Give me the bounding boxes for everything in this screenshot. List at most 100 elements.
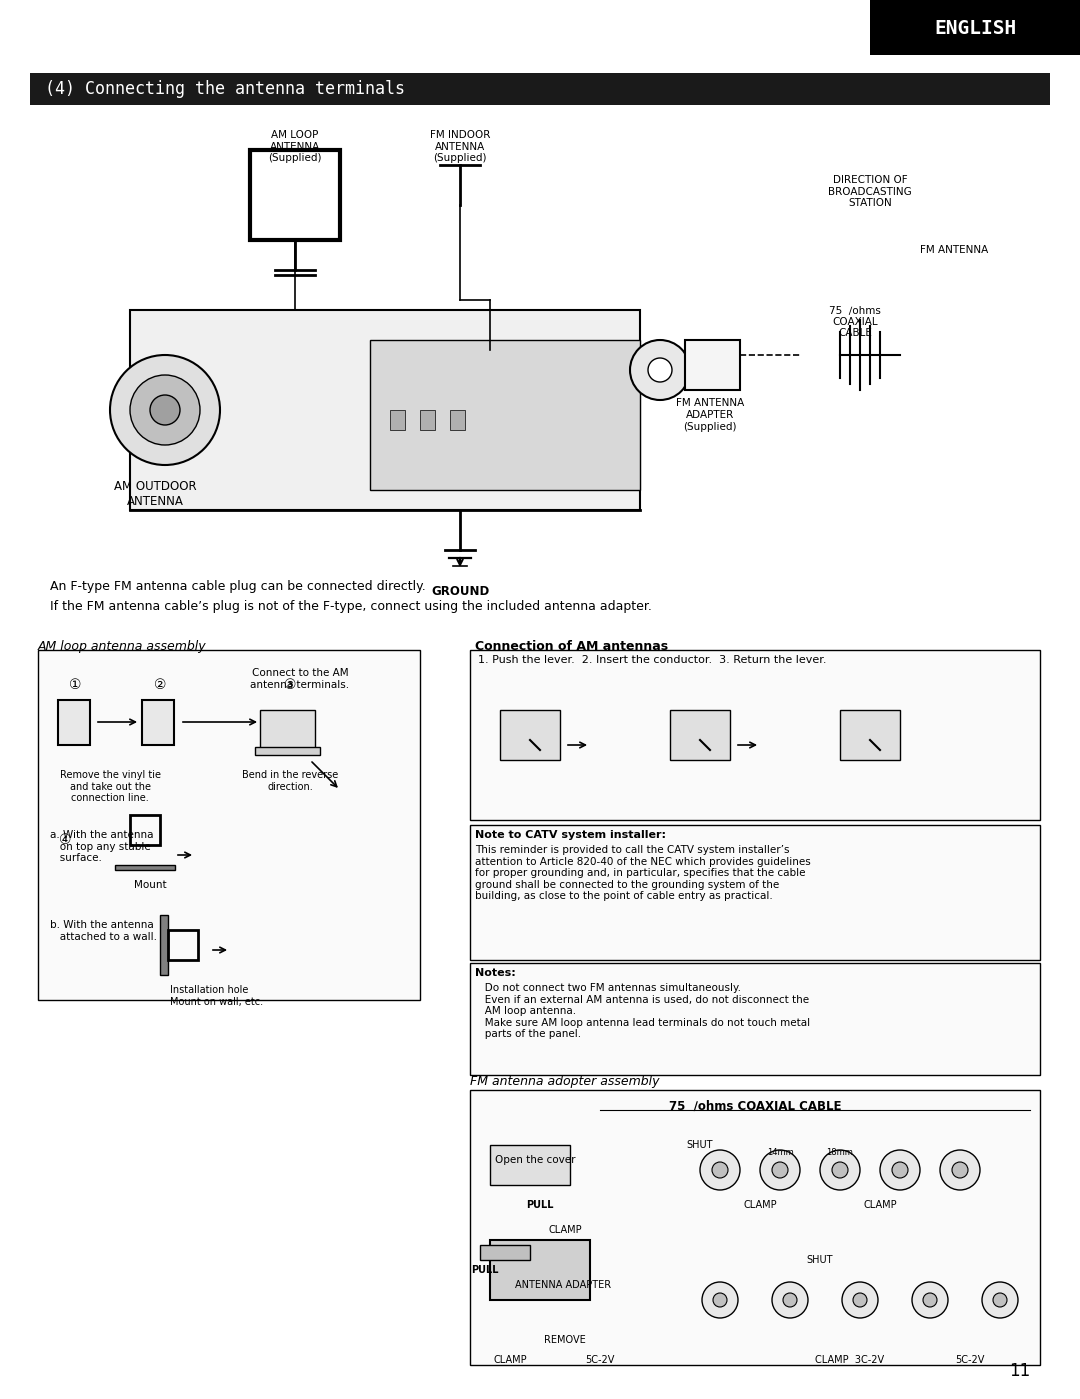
Text: FM ANTENNA: FM ANTENNA (920, 245, 988, 255)
Circle shape (892, 1163, 908, 1178)
Text: Open the cover: Open the cover (495, 1156, 576, 1165)
Text: 5C-2V: 5C-2V (956, 1356, 985, 1365)
Circle shape (760, 1150, 800, 1191)
Text: 1. Push the lever.  2. Insert the conductor.  3. Return the lever.: 1. Push the lever. 2. Insert the conduct… (478, 655, 826, 665)
Circle shape (772, 1163, 788, 1178)
Text: SHUT: SHUT (807, 1255, 834, 1265)
Text: ②: ② (153, 679, 166, 693)
Bar (420, 410, 435, 429)
Text: Do not connect two FM antennas simultaneously.
   Even if an external AM antenna: Do not connect two FM antennas simultane… (475, 983, 810, 1039)
Text: Mount: Mount (134, 880, 166, 890)
Bar (840, 711, 900, 760)
Bar (58, 700, 90, 746)
Text: ANTENNA ADAPTER: ANTENNA ADAPTER (515, 1280, 611, 1290)
Bar (490, 1144, 570, 1185)
Text: Remove the vinyl tie
and take out the
connection line.: Remove the vinyl tie and take out the co… (59, 769, 161, 803)
Bar (114, 865, 175, 870)
Text: An F-type FM antenna cable plug can be connected directly.: An F-type FM antenna cable plug can be c… (50, 581, 426, 593)
Circle shape (150, 395, 180, 425)
Circle shape (940, 1150, 980, 1191)
Circle shape (912, 1281, 948, 1318)
Text: Connect to the AM
antenna terminals.: Connect to the AM antenna terminals. (251, 667, 350, 690)
Bar (160, 915, 168, 975)
Bar (30, 73, 1050, 105)
Bar (249, 150, 340, 241)
Text: b. With the antenna
   attached to a wall.: b. With the antenna attached to a wall. (50, 921, 157, 942)
Text: FM antenna adopter assembly: FM antenna adopter assembly (470, 1074, 660, 1088)
Bar (255, 747, 320, 755)
Circle shape (832, 1163, 848, 1178)
Text: PULL: PULL (471, 1265, 499, 1274)
Text: 11: 11 (1009, 1363, 1030, 1379)
Circle shape (783, 1293, 797, 1307)
Circle shape (130, 375, 200, 445)
Text: ③: ③ (284, 679, 296, 693)
Circle shape (853, 1293, 867, 1307)
Bar (470, 651, 1040, 820)
Bar (370, 340, 640, 490)
Text: CLAMP: CLAMP (549, 1226, 582, 1235)
Circle shape (700, 1150, 740, 1191)
Circle shape (820, 1150, 860, 1191)
Circle shape (110, 355, 220, 464)
Text: Note to CATV system installer:: Note to CATV system installer: (475, 830, 666, 839)
Text: ENGLISH: ENGLISH (934, 18, 1016, 38)
Text: ①: ① (69, 679, 81, 693)
Circle shape (951, 1163, 968, 1178)
Text: 75  ∕ohms
COAXIAL
CABLE: 75 ∕ohms COAXIAL CABLE (829, 305, 881, 339)
Circle shape (648, 358, 672, 382)
Text: ④: ④ (58, 832, 71, 846)
Bar (260, 711, 315, 750)
Text: SHUT: SHUT (687, 1140, 713, 1150)
Text: 5C-2V: 5C-2V (585, 1356, 615, 1365)
Bar (168, 930, 198, 960)
Text: AM OUTDOOR
ANTENNA: AM OUTDOOR ANTENNA (113, 480, 197, 508)
Bar (450, 410, 465, 429)
Text: CLAMP: CLAMP (494, 1356, 527, 1365)
Bar (670, 711, 730, 760)
Text: FM INDOOR
ANTENNA
(Supplied): FM INDOOR ANTENNA (Supplied) (430, 130, 490, 164)
Bar (870, 0, 1080, 55)
Text: 75  ∕ohms COAXIAL CABLE: 75 ∕ohms COAXIAL CABLE (669, 1100, 841, 1114)
Text: a. With the antenna
   on top any stable
   surface.: a. With the antenna on top any stable su… (50, 830, 153, 863)
Bar (141, 700, 174, 746)
Circle shape (923, 1293, 937, 1307)
Circle shape (880, 1150, 920, 1191)
Text: Connection of AM antennas: Connection of AM antennas (475, 639, 669, 653)
Text: Notes:: Notes: (475, 968, 516, 978)
Bar (470, 1090, 1040, 1365)
Text: CLAMP: CLAMP (863, 1200, 896, 1210)
Circle shape (702, 1281, 738, 1318)
Bar (130, 311, 640, 511)
Bar (490, 1240, 590, 1300)
Circle shape (712, 1163, 728, 1178)
Bar (390, 410, 405, 429)
Circle shape (713, 1293, 727, 1307)
Text: This reminder is provided to call the CATV system installer’s
attention to Artic: This reminder is provided to call the CA… (475, 845, 811, 901)
Text: DIRECTION OF
BROADCASTING
STATION: DIRECTION OF BROADCASTING STATION (828, 175, 912, 208)
Bar (685, 340, 740, 390)
Circle shape (993, 1293, 1007, 1307)
Text: Installation hole
Mount on wall, etc.: Installation hole Mount on wall, etc. (170, 985, 264, 1007)
Circle shape (982, 1281, 1018, 1318)
Circle shape (630, 340, 690, 400)
Text: (4) Connecting the antenna terminals: (4) Connecting the antenna terminals (45, 80, 405, 98)
Text: CLAMP  3C-2V: CLAMP 3C-2V (815, 1356, 885, 1365)
Bar (470, 963, 1040, 1074)
Text: PULL: PULL (526, 1200, 554, 1210)
Text: AM loop antenna assembly: AM loop antenna assembly (38, 639, 206, 653)
Text: 14mm: 14mm (767, 1149, 794, 1157)
Text: 18mm: 18mm (826, 1149, 853, 1157)
Bar (480, 1245, 530, 1260)
Text: Bend in the reverse
direction.: Bend in the reverse direction. (242, 769, 338, 792)
Bar (470, 825, 1040, 960)
Text: REMOVE: REMOVE (544, 1335, 585, 1344)
Text: GROUND: GROUND (431, 585, 489, 597)
Text: AM LOOP
ANTENNA
(Supplied): AM LOOP ANTENNA (Supplied) (268, 130, 322, 164)
Text: FM ANTENNA
ADAPTER
(Supplied): FM ANTENNA ADAPTER (Supplied) (676, 399, 744, 432)
Text: CLAMP: CLAMP (743, 1200, 777, 1210)
Circle shape (842, 1281, 878, 1318)
Text: If the FM antenna cable’s plug is not of the F-type, connect using the included : If the FM antenna cable’s plug is not of… (50, 600, 652, 613)
Bar (130, 816, 160, 845)
Bar (500, 711, 561, 760)
